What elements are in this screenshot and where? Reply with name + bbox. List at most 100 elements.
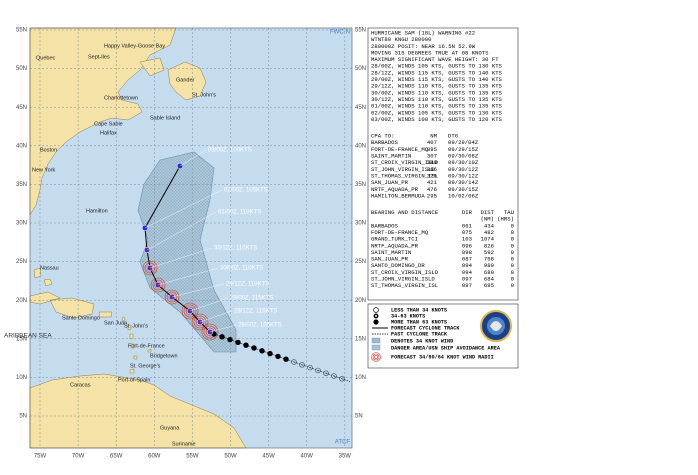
lat-label: 20N <box>355 298 366 304</box>
wind-radius <box>203 325 217 339</box>
legend-label: 34-63 KNOTS <box>391 313 425 319</box>
place-name: Sept-Iles <box>88 54 110 60</box>
legend-label: DANGER AREA/USN SHIP AVOIDANCE AREA <box>391 345 501 351</box>
bearing-cell: 482 <box>484 229 494 236</box>
bearing-unit: (HRS) <box>497 216 514 223</box>
legend-label: MORE THAN 63 KNOTS <box>391 319 447 325</box>
past-position <box>227 336 233 343</box>
corner-label: ATCF <box>335 440 351 446</box>
past-track <box>293 361 303 366</box>
legend-label: FORECAST CYCLONE TRACK <box>391 325 460 331</box>
lat-label: 40N <box>355 143 366 149</box>
bearing-unit: (NM) <box>481 216 494 223</box>
lat-label: 45N <box>16 105 27 111</box>
bearing-cell: 0 <box>511 249 515 256</box>
cpa-time: 09/29/04Z <box>448 139 479 146</box>
legend-icon <box>375 315 377 317</box>
wind-radius <box>142 260 158 276</box>
track-label: 30/12Z, 110KTS <box>214 246 257 252</box>
forecast-line: 01/00Z, WINDS 110 KTS, GUSTS TO 135 KTS <box>371 103 503 110</box>
bearing-cell: 980 <box>484 262 495 269</box>
bearing-cell: 695 <box>484 282 494 289</box>
lat-label: 10N <box>355 375 366 381</box>
bearing-cell: 0 <box>511 269 515 276</box>
bearing-cell: 0 <box>511 236 515 243</box>
bearing-cell: 592 <box>484 249 494 256</box>
agency-logo <box>490 321 502 331</box>
place-name: Hamilton <box>86 208 108 214</box>
track-label: 30/00Z, 110KTS <box>220 266 263 272</box>
past-position <box>235 339 241 346</box>
past-position <box>259 348 265 354</box>
cpa-header: CPA TO: <box>371 133 395 140</box>
wind-radius <box>191 313 209 331</box>
bearing-cell: ST_THOMAS_VIRGIN_ISL <box>371 282 438 289</box>
forecast-line: 30/00Z, WINDS 110 KTS, GUSTS TO 135 KTS <box>371 89 503 96</box>
wind-radius <box>164 289 180 305</box>
lat-label: 25N <box>16 259 27 265</box>
bearing-cell: 087 <box>462 256 472 263</box>
bearing-cell: 0 <box>511 242 515 249</box>
wind-radius <box>201 323 219 341</box>
past-track <box>309 367 319 371</box>
legend-label: LESS THAN 34 KNOTS <box>391 307 447 313</box>
past-position <box>283 356 289 362</box>
forecast-line: 29/00Z, WINDS 115 KTS, GUSTS TO 140 KTS <box>371 76 503 83</box>
legend-icon <box>373 307 379 313</box>
wind-radius <box>166 291 178 303</box>
cpa-time: 09/30/12Z <box>448 172 479 179</box>
past-position <box>275 353 281 360</box>
cpa-time: 09/30/10Z <box>448 159 479 166</box>
wind-radius <box>193 315 207 329</box>
bearing-cell: 758 <box>484 256 494 263</box>
place-name: Caracas <box>70 382 91 388</box>
wind-radius <box>183 304 197 318</box>
cpa-header: NM <box>430 133 437 140</box>
bearing-cell: 680 <box>484 269 495 276</box>
cpa-distance: 366 <box>427 166 437 173</box>
track: 03/00Z, 100KTS 02/00Z, 105KTS 01/00Z, 110K… <box>141 148 351 382</box>
forecast-line: 03/00Z, WINDS 100 KTS, GUSTS TO 120 KTS <box>371 116 503 123</box>
wind-radii <box>142 260 219 341</box>
place-name: Suriname <box>172 441 196 447</box>
land <box>167 61 207 101</box>
label-leader <box>189 297 229 312</box>
place-name: St. John's <box>124 323 148 329</box>
bearing-cell: SAINT_MARTIN <box>371 249 411 256</box>
place-name: Fort-de-France <box>128 343 165 349</box>
past-track <box>325 372 335 377</box>
bearing-cell: 0 <box>511 229 515 236</box>
header-line: 280000Z POSIT: NEAR 16.5N 52.9W <box>371 43 476 50</box>
cpa-distance: 476 <box>427 186 437 193</box>
forecast-line: 30/12Z, WINDS 110 KTS, GUSTS TO 135 KTS <box>371 96 503 103</box>
wind-radius <box>144 262 156 274</box>
forecast-line: 28/12Z, WINDS 115 KTS, GUSTS TO 140 KTS <box>371 69 503 76</box>
label-leader <box>171 283 225 298</box>
place-name: Charlottetown <box>104 95 138 101</box>
past-position <box>291 359 297 365</box>
bearing-header: DIR <box>462 209 473 216</box>
place-name: St. John's <box>192 92 216 98</box>
label-leader <box>199 310 233 323</box>
bearing-cell: NRTF_AQUADA_PR <box>371 242 419 249</box>
track-label: 28/00Z, 105KTS <box>238 323 282 329</box>
header-line: HURRICANE SAM (18L) WARNING #22 <box>371 29 475 36</box>
label-leader <box>179 149 207 167</box>
past-position <box>251 345 257 351</box>
legend-label: PAST CYCLONE TRACK <box>391 331 448 337</box>
bearing-cell: 826 <box>484 242 494 249</box>
lat-label: 35N <box>16 182 27 188</box>
place-name: Gander <box>176 77 195 83</box>
lat-label: 5N <box>355 414 363 420</box>
bearing-cell: 094 <box>462 269 473 276</box>
legend-icon <box>371 344 381 351</box>
bearing-header: DIST <box>481 209 495 216</box>
bearing-header: BEARING AND DISTANCE <box>371 209 439 216</box>
bearing-cell: SANTO_DOMINGO_DR <box>371 262 425 269</box>
bearing-cell: 061 <box>462 222 473 229</box>
cpa-time: 10/02/06Z <box>448 192 479 199</box>
label-leader <box>144 189 223 229</box>
lon-label: 50W <box>224 454 237 460</box>
